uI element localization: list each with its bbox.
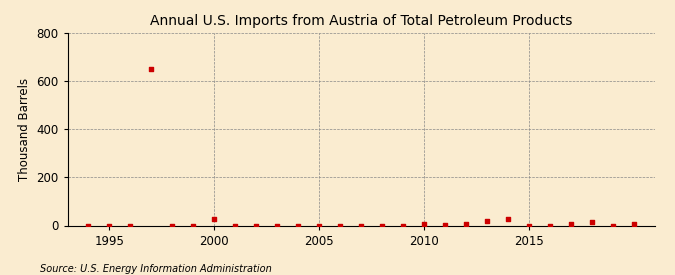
- Point: [167, 223, 178, 228]
- Point: [460, 221, 471, 226]
- Point: [335, 223, 346, 228]
- Text: Source: U.S. Energy Information Administration: Source: U.S. Energy Information Administ…: [40, 264, 272, 274]
- Point: [439, 222, 450, 227]
- Point: [418, 221, 429, 226]
- Point: [502, 217, 513, 221]
- Point: [545, 223, 556, 228]
- Point: [230, 223, 241, 228]
- Point: [314, 223, 325, 228]
- Point: [481, 219, 492, 223]
- Point: [566, 221, 576, 226]
- Point: [272, 223, 283, 228]
- Point: [146, 67, 157, 71]
- Point: [125, 223, 136, 228]
- Point: [209, 217, 220, 222]
- Point: [293, 223, 304, 228]
- Title: Annual U.S. Imports from Austria of Total Petroleum Products: Annual U.S. Imports from Austria of Tota…: [150, 14, 572, 28]
- Y-axis label: Thousand Barrels: Thousand Barrels: [18, 78, 30, 181]
- Point: [83, 223, 94, 228]
- Point: [356, 223, 367, 228]
- Point: [587, 219, 597, 224]
- Point: [398, 223, 408, 228]
- Point: [377, 223, 387, 228]
- Point: [251, 223, 262, 228]
- Point: [188, 223, 198, 228]
- Point: [104, 223, 115, 228]
- Point: [628, 222, 639, 227]
- Point: [524, 223, 535, 228]
- Point: [608, 223, 618, 228]
